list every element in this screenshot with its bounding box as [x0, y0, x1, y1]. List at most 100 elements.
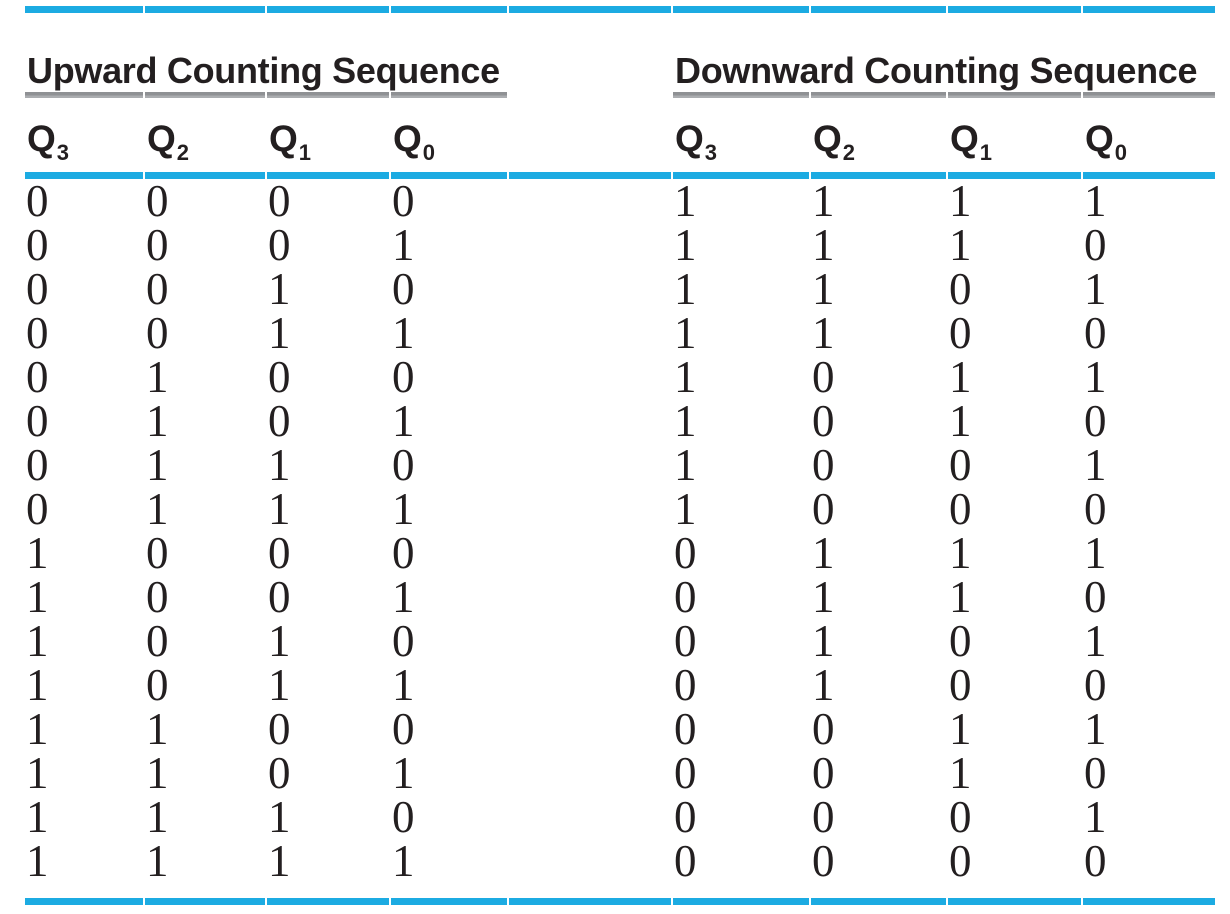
gray-rule-segment: [25, 92, 143, 98]
cyan-rule-segment: [25, 6, 143, 13]
bit-cell: 0: [26, 484, 49, 534]
bit-cell: 0: [949, 264, 972, 314]
bit-cell: 0: [146, 308, 169, 358]
bit-cell: 1: [674, 220, 697, 270]
q-subscript: 1: [298, 140, 312, 165]
bit-cell: 1: [146, 352, 169, 402]
bit-cell: 1: [146, 748, 169, 798]
q-label: Q: [1085, 118, 1114, 159]
bit-cell: 1: [949, 396, 972, 446]
bit-cell: 0: [949, 616, 972, 666]
cyan-rule-segment: [1083, 898, 1215, 905]
bit-cell: 1: [812, 572, 835, 622]
bit-cell: 1: [812, 660, 835, 710]
q-subscript: 3: [704, 140, 718, 165]
upward-section-title: Upward Counting Sequence: [27, 50, 500, 91]
downward-section-title: Downward Counting Sequence: [675, 50, 1198, 91]
bit-cell: 1: [392, 572, 415, 622]
q-subscript: 0: [422, 140, 436, 165]
q-label: Q: [813, 118, 842, 159]
q-subscript: 0: [1114, 140, 1128, 165]
cyan-rule-segment: [267, 898, 389, 905]
q-label: Q: [950, 118, 979, 159]
bit-cell: 1: [1084, 440, 1107, 490]
cyan-rule-segment: [509, 6, 671, 13]
bit-cell: 1: [146, 792, 169, 842]
row-gap-cell: [509, 707, 671, 751]
bit-cell: 1: [268, 836, 291, 886]
row-gap-cell: [509, 751, 671, 795]
bit-cell: 0: [392, 528, 415, 578]
bit-cell: 1: [1084, 352, 1107, 402]
gray-rule-segment: [267, 92, 389, 98]
bit-cell: 1: [26, 660, 49, 710]
bit-cell: 1: [949, 220, 972, 270]
bit-cell: 1: [674, 484, 697, 534]
bit-cell: 1: [949, 176, 972, 226]
row-gap-cell: [509, 619, 671, 663]
bit-cell: 1: [268, 484, 291, 534]
bit-cell: 0: [1084, 220, 1107, 270]
cyan-rule-segment: [267, 172, 389, 179]
bit-cell: 1: [26, 836, 49, 886]
bit-cell: 0: [949, 484, 972, 534]
cyan-rule-segment: [673, 172, 809, 179]
gray-rule-segment: [811, 92, 946, 98]
bit-cell: 0: [26, 440, 49, 490]
bit-cell: 1: [949, 704, 972, 754]
bit-cell: 1: [26, 704, 49, 754]
bit-cell: 1: [949, 572, 972, 622]
bit-cell: 0: [268, 352, 291, 402]
bit-cell: 0: [26, 308, 49, 358]
bit-cell: 0: [1084, 836, 1107, 886]
gray-rule-segment: [145, 92, 265, 98]
bit-cell: 1: [268, 308, 291, 358]
bit-cell: 0: [392, 264, 415, 314]
cyan-rule-segment: [509, 898, 671, 905]
bit-cell: 0: [392, 440, 415, 490]
bit-cell: 1: [812, 308, 835, 358]
bit-cell: 1: [268, 792, 291, 842]
gray-rule-segment: [391, 92, 507, 98]
bit-cell: 0: [146, 220, 169, 270]
bit-cell: 0: [26, 264, 49, 314]
bit-cell: 0: [674, 836, 697, 886]
bit-cell: 0: [146, 528, 169, 578]
bit-cell: 0: [268, 528, 291, 578]
bit-cell: 0: [1084, 572, 1107, 622]
bit-cell: 0: [674, 528, 697, 578]
gray-rule-segment: [673, 92, 809, 98]
bit-cell: 1: [949, 748, 972, 798]
cyan-rule-segment: [811, 172, 946, 179]
bit-cell: 0: [268, 220, 291, 270]
row-gap-cell: [509, 531, 671, 575]
bit-cell: 0: [812, 748, 835, 798]
row-gap-cell: [509, 267, 671, 311]
row-gap-cell: [509, 839, 671, 883]
bit-cell: 1: [146, 484, 169, 534]
q-subscript: 2: [176, 140, 190, 165]
bit-cell: 0: [812, 352, 835, 402]
bit-cell: 1: [392, 308, 415, 358]
cyan-rule-segment: [1083, 6, 1215, 13]
bit-cell: 0: [26, 176, 49, 226]
bit-cell: 0: [949, 792, 972, 842]
bit-cell: 0: [268, 396, 291, 446]
bit-cell: 0: [949, 660, 972, 710]
q-subscript: 3: [56, 140, 70, 165]
bit-cell: 1: [674, 176, 697, 226]
bit-cell: 0: [674, 704, 697, 754]
bit-cell: 1: [26, 748, 49, 798]
cyan-rule-segment: [1083, 172, 1215, 179]
bit-cell: 0: [949, 440, 972, 490]
bit-cell: 1: [1084, 264, 1107, 314]
q-label: Q: [393, 118, 422, 159]
row-gap-cell: [509, 311, 671, 355]
bit-cell: 0: [392, 616, 415, 666]
bit-cell: 1: [812, 220, 835, 270]
